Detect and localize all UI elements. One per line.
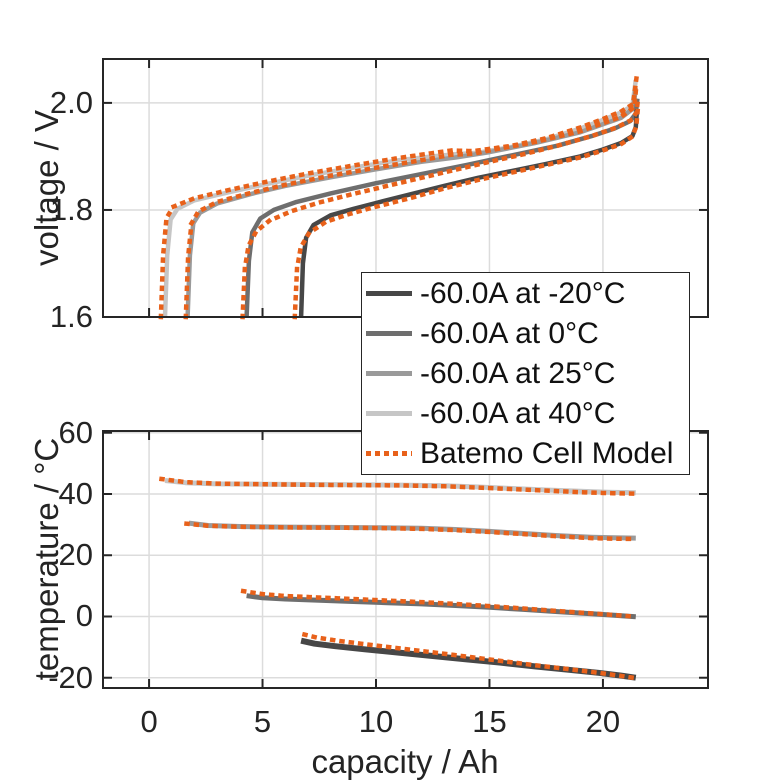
solid-line-sample <box>366 411 412 416</box>
legend-label: -60.0A at 25°C <box>420 356 616 390</box>
x-tick-label: 20 <box>585 704 621 739</box>
series-measurement <box>246 593 636 620</box>
temperature-vs-capacity-y-tick-label: 0 <box>75 598 93 634</box>
series-model <box>240 94 641 320</box>
legend-label: -60.0A at 0°C <box>420 316 599 350</box>
series-model <box>158 75 640 320</box>
voltage-vs-capacity-y-tick-label: 1.8 <box>49 191 93 227</box>
legend-label: -60.0A at 40°C <box>420 396 616 430</box>
temperature-vs-capacity-y-tick-label: 20 <box>58 537 93 573</box>
series-measurement <box>300 637 637 681</box>
capacity-axis-label: capacity / Ah <box>311 743 499 780</box>
x-tick-label: 0 <box>140 704 158 739</box>
temperature-vs-capacity-y-tick-label: 40 <box>58 475 93 511</box>
x-tick-label: 5 <box>253 704 272 739</box>
solid-line-sample <box>366 291 412 296</box>
solid-line-sample <box>366 331 412 336</box>
series-model <box>240 588 640 620</box>
series-model <box>301 631 640 681</box>
legend-entry: -60.0A at -20°C <box>362 274 689 314</box>
legend-entry: Batemo Cell Model <box>362 434 689 474</box>
series <box>158 75 641 320</box>
series <box>158 476 640 681</box>
legend-entry: -60.0A at 25°C <box>362 354 689 394</box>
legend: -60.0A at -20°C -60.0A at 0°C -60.0A at 25… <box>361 272 690 475</box>
solid-line-sample <box>366 371 412 376</box>
temperature-vs-capacity-plot <box>102 430 709 689</box>
legend-label: -60.0A at -20°C <box>420 276 626 310</box>
temperature-vs-capacity-y-tick-label: 60 <box>58 414 93 450</box>
voltage-vs-capacity-plot <box>102 58 709 320</box>
x-tick-label: 10 <box>358 704 394 739</box>
temperature-vs-capacity-y-tick-label: -20 <box>48 659 93 695</box>
legend-entry: -60.0A at 0°C <box>362 314 689 354</box>
series-model <box>292 105 641 320</box>
dotted-line-sample <box>366 451 412 456</box>
series-model <box>183 84 639 320</box>
legend-entry: -60.0A at 40°C <box>362 394 689 434</box>
voltage-vs-capacity-y-tick-label: 2.0 <box>49 84 93 120</box>
legend-label: Batemo Cell Model <box>420 436 674 470</box>
series-model <box>158 476 640 496</box>
series-model <box>184 521 640 542</box>
voltage-vs-capacity-y-tick-label: 1.6 <box>49 299 93 334</box>
x-tick-label: 15 <box>472 704 507 739</box>
